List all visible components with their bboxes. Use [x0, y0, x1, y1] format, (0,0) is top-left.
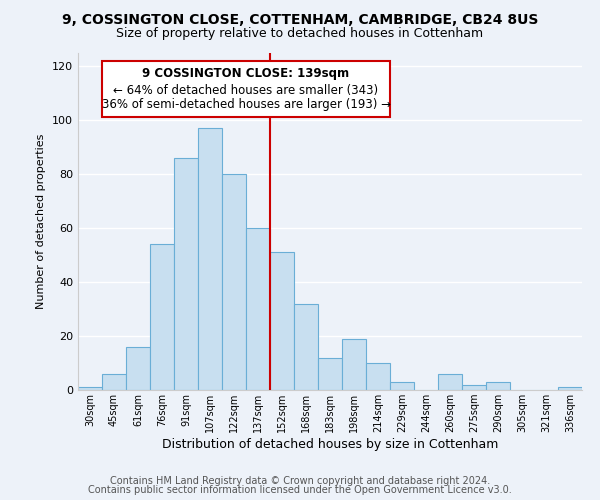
Bar — [366, 363, 390, 390]
Bar — [318, 358, 342, 390]
Bar — [222, 174, 246, 390]
Bar — [390, 382, 414, 390]
Bar — [126, 347, 150, 390]
Bar — [438, 374, 462, 390]
Text: 9, COSSINGTON CLOSE, COTTENHAM, CAMBRIDGE, CB24 8US: 9, COSSINGTON CLOSE, COTTENHAM, CAMBRIDG… — [62, 12, 538, 26]
Bar — [462, 384, 486, 390]
Text: Contains HM Land Registry data © Crown copyright and database right 2024.: Contains HM Land Registry data © Crown c… — [110, 476, 490, 486]
Bar — [558, 388, 582, 390]
FancyBboxPatch shape — [102, 60, 390, 118]
Bar — [174, 158, 198, 390]
X-axis label: Distribution of detached houses by size in Cottenham: Distribution of detached houses by size … — [162, 438, 498, 451]
Bar — [78, 388, 102, 390]
Bar — [150, 244, 174, 390]
Text: Contains public sector information licensed under the Open Government Licence v3: Contains public sector information licen… — [88, 485, 512, 495]
Text: 9 COSSINGTON CLOSE: 139sqm: 9 COSSINGTON CLOSE: 139sqm — [142, 68, 350, 80]
Bar — [294, 304, 318, 390]
Text: ← 64% of detached houses are smaller (343): ← 64% of detached houses are smaller (34… — [113, 84, 379, 96]
Text: Size of property relative to detached houses in Cottenham: Size of property relative to detached ho… — [116, 28, 484, 40]
Bar — [270, 252, 294, 390]
Bar — [102, 374, 126, 390]
Y-axis label: Number of detached properties: Number of detached properties — [37, 134, 46, 309]
Bar — [198, 128, 222, 390]
Bar — [342, 338, 366, 390]
Bar — [246, 228, 270, 390]
Bar — [486, 382, 510, 390]
Text: 36% of semi-detached houses are larger (193) →: 36% of semi-detached houses are larger (… — [101, 98, 391, 112]
